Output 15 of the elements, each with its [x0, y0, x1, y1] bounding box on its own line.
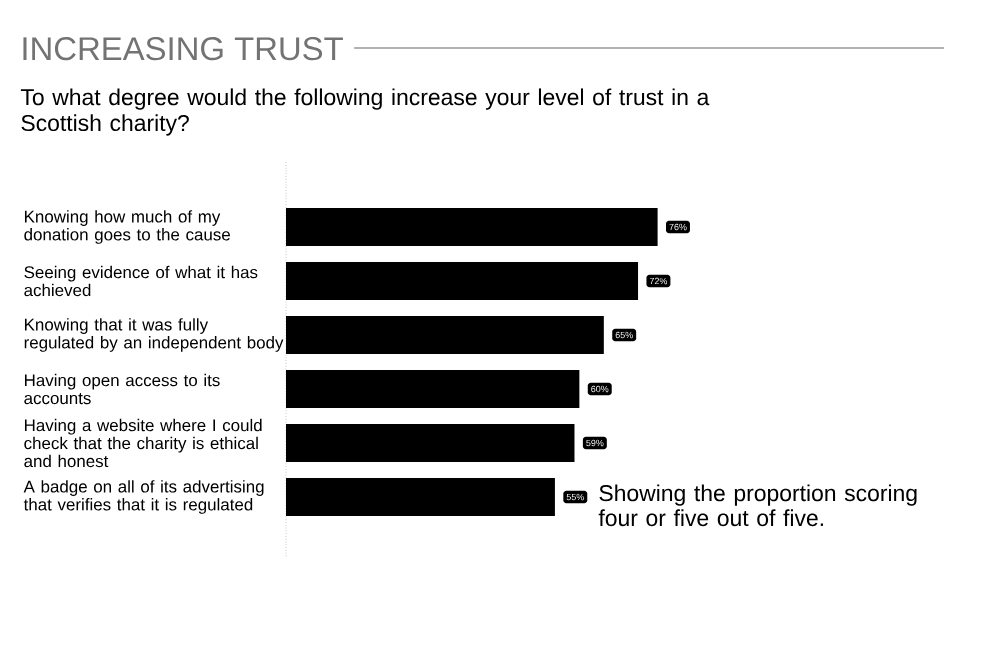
y-tick-label: Seeing evidence of what it has achieved [24, 265, 258, 297]
annotation: Showing the proportion scoring four or five out of five. [598, 484, 917, 527]
bar [286, 316, 604, 354]
bar [286, 262, 639, 300]
y-tick-label: Having a website where I could check that the charity is ethical and honest [24, 418, 262, 468]
y-tick-label: Knowing how much of my donation goes to the cause [24, 210, 230, 244]
chart-subtitle: To what degree would the following increase your level of trust in a Scottish charity? [20, 88, 710, 136]
chart-title: INCREASING TRUST [23, 37, 343, 61]
y-tick-label: Knowing that it was fully regulated by an independent body [24, 318, 284, 352]
y-tick-label: Having open access to its accounts [24, 373, 220, 405]
bar [286, 478, 555, 517]
y-tick-label: A badge on all of its advertising that verifies that it is regulated [23, 480, 264, 514]
bar [286, 370, 580, 408]
bar [286, 208, 658, 246]
bar [286, 424, 575, 463]
